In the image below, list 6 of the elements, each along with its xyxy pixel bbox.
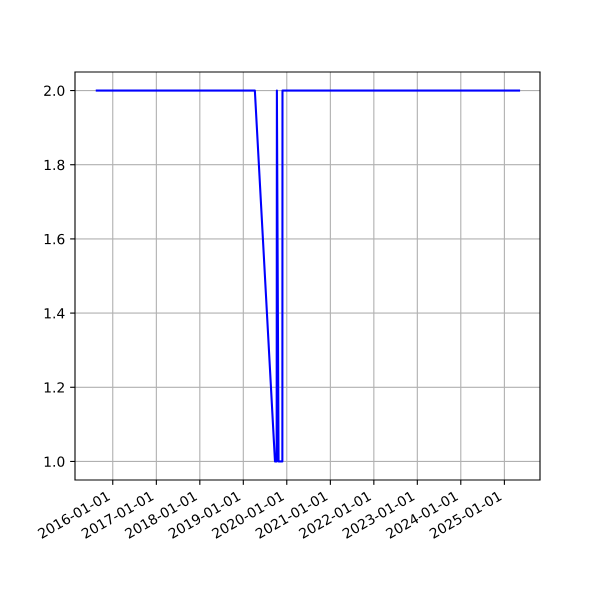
y-tick-label: 1.4 [44, 308, 64, 318]
y-tick-label: 1.2 [44, 382, 64, 393]
y-tick-label: 1.0 [44, 456, 64, 467]
y-tick-label: 1.8 [44, 160, 64, 170]
y-tick-label: 2.0 [44, 86, 64, 96]
y-tick-label: 1.6 [44, 234, 64, 244]
